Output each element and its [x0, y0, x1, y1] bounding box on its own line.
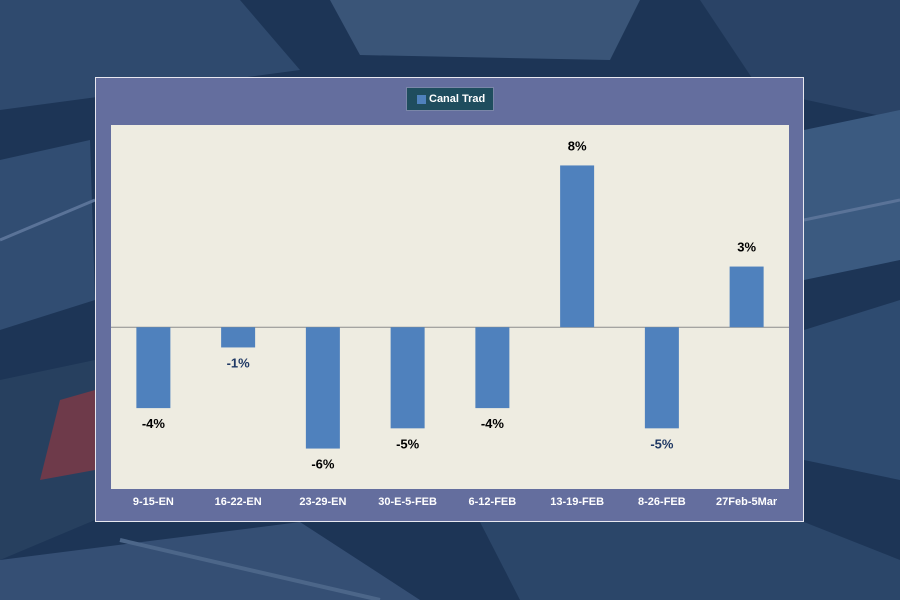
bar — [644, 327, 679, 429]
data-label: -4% — [142, 416, 166, 431]
legend-label: Canal Trad — [429, 93, 486, 105]
bar — [221, 327, 256, 348]
chart-panel: Canal Trad -4% -1% -6% -5% -4% 8% -5% 3% 9-15-E… — [95, 77, 804, 522]
data-label: -1% — [227, 355, 251, 370]
data-label: -6% — [311, 457, 335, 472]
data-label: -5% — [396, 436, 420, 451]
plot-area: -4% -1% -6% -5% -4% 8% -5% 3% — [111, 125, 789, 489]
bar — [475, 327, 510, 409]
bar — [390, 327, 425, 429]
x-axis-labels: 9-15-EN 16-22-EN 23-29-EN 30-E-5-FEB 6-12-FE… — [111, 496, 789, 516]
data-label: 8% — [568, 138, 587, 153]
x-tick-label: 6-12-FEB — [468, 496, 517, 508]
bar — [305, 327, 340, 449]
data-label: -5% — [650, 436, 674, 451]
bar — [136, 327, 171, 409]
x-tick-label: 30-E-5-FEB — [378, 496, 437, 508]
legend: Canal Trad — [406, 87, 495, 111]
x-tick-label: 9-15-EN — [132, 496, 174, 508]
x-tick-label: 27Feb-5Mar — [716, 496, 778, 508]
data-label: -4% — [481, 416, 505, 431]
bar — [729, 266, 764, 328]
x-tick-label: 16-22-EN — [214, 496, 262, 508]
bar — [560, 165, 595, 328]
x-tick-label: 8-26-FEB — [638, 496, 686, 508]
x-tick-label: 13-19-FEB — [550, 496, 605, 508]
legend-swatch — [417, 94, 426, 104]
x-tick-label: 23-29-EN — [299, 496, 347, 508]
bar-chart: -4% -1% -6% -5% -4% 8% -5% 3% — [111, 138, 789, 472]
data-label: 3% — [737, 240, 756, 255]
